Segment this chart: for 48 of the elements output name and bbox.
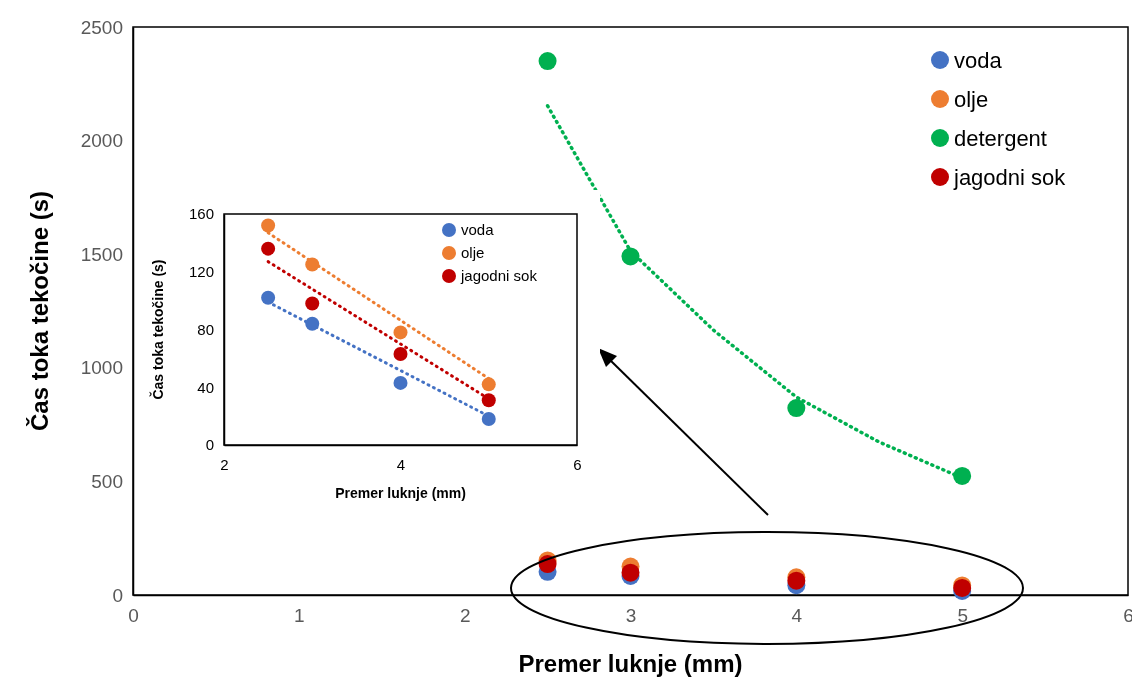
point	[621, 247, 640, 266]
point	[481, 412, 496, 426]
x-tick-label: 2	[220, 455, 229, 473]
legend-label: jagodni sok	[460, 267, 538, 285]
y-tick-label: 80	[197, 320, 214, 338]
y-axis-title: Čas toka tekočine (s)	[26, 190, 53, 432]
x-tick-label: 6	[573, 455, 582, 473]
x-axis-title: Premer luknje (mm)	[518, 650, 743, 677]
y-tick-label: 2500	[80, 16, 123, 38]
point	[787, 399, 806, 417]
point	[305, 257, 320, 272]
y-tick-label: 1000	[80, 357, 123, 379]
point	[393, 347, 408, 362]
y-tick-label: 2000	[80, 130, 123, 152]
y-tick-label: 1500	[80, 243, 123, 265]
y-tick-label: 0	[205, 436, 214, 454]
point	[481, 377, 496, 392]
x-tick-label: 0	[128, 605, 139, 627]
point	[261, 290, 276, 305]
y-tick-label: 160	[188, 205, 214, 223]
y-axis-title: Čas toka tekočine (s)	[149, 259, 166, 400]
point	[538, 52, 557, 71]
point	[261, 241, 276, 256]
x-tick-label: 3	[625, 605, 637, 627]
x-axis-title: Premer luknje (mm)	[335, 485, 466, 501]
x-tick-label: 6	[1123, 605, 1132, 627]
x-tick-label: 1	[294, 605, 305, 627]
point	[305, 296, 320, 311]
y-tick-label: 120	[188, 263, 214, 281]
point	[305, 316, 320, 331]
point	[393, 325, 408, 340]
legend-label: voda	[954, 47, 1003, 73]
point	[953, 466, 972, 485]
point	[481, 393, 496, 408]
y-tick-label: 0	[112, 584, 123, 606]
legend-label: voda	[461, 221, 495, 239]
x-tick-label: 5	[957, 605, 968, 627]
legend-label: jagodni sok	[953, 164, 1067, 190]
x-tick-label: 2	[459, 605, 471, 627]
legend-label: detergent	[954, 125, 1047, 151]
point	[261, 218, 276, 233]
y-tick-label: 500	[91, 470, 123, 492]
x-tick-label: 4	[396, 455, 406, 473]
legend-label: olje	[954, 86, 989, 112]
legend-label: olje	[461, 244, 485, 262]
point	[393, 375, 408, 390]
y-tick-label: 40	[197, 378, 214, 396]
x-tick-label: 4	[791, 605, 803, 627]
